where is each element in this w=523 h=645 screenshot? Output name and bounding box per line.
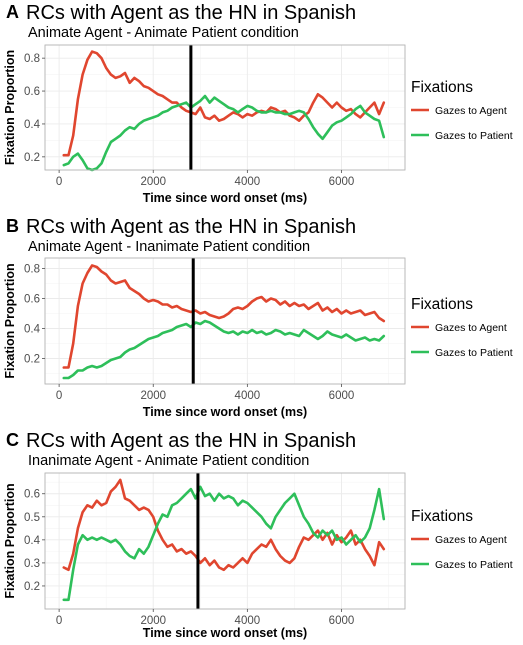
plot-background: [45, 258, 405, 384]
series-line-gazes-to-agent: [62, 50, 386, 157]
x-tick-label: 0: [56, 390, 62, 402]
legend: Fixations Gazes to Agent Gazes to Patient: [411, 508, 513, 571]
legend-title: Fixations: [411, 296, 473, 313]
series-line-gazes-to-agent: [62, 264, 386, 369]
y-tick-label: 0.2: [24, 354, 40, 366]
panel-letter: C: [6, 430, 19, 450]
plot-frame: [44, 44, 406, 171]
y-axis-label: Fixation Proportion: [3, 50, 17, 165]
x-tick-label: 6000: [329, 615, 355, 627]
panel-subtitle: Inanimate Agent - Animate Patient condit…: [28, 453, 309, 469]
legend-label-gazes-to-patient: Gazes to Patient: [435, 559, 513, 571]
legend-label-gazes-to-agent: Gazes to Agent: [435, 105, 507, 117]
panel-subtitle: Animate Agent - Animate Patient conditio…: [28, 25, 299, 41]
y-axis-label: Fixation Proportion: [3, 263, 17, 378]
legend: Fixations Gazes to Agent Gazes to Patient: [411, 296, 513, 359]
y-tick-label: 0.4: [24, 535, 41, 547]
grid: [45, 258, 405, 384]
series-line-gazes-to-patient: [62, 319, 386, 380]
x-tick-label: 2000: [140, 176, 166, 188]
legend-label-gazes-to-agent: Gazes to Agent: [435, 322, 507, 334]
y-tick-label: 0.6: [24, 489, 40, 501]
panel-c: C RCs with Agent as the HN in SpanishInan…: [3, 430, 513, 640]
series-line-gazes-to-patient: [62, 485, 386, 602]
series-line-gazes-to-agent: [62, 478, 386, 572]
panel-b: B RCs with Agent as the HN in SpanishAnim…: [3, 216, 513, 419]
x-tick-label: 4000: [235, 390, 261, 402]
legend-title: Fixations: [411, 508, 473, 525]
x-tick-label: 0: [56, 615, 62, 627]
y-tick-label: 0.5: [24, 512, 40, 524]
x-tick-label: 6000: [329, 390, 355, 402]
legend-label-gazes-to-patient: Gazes to Patient: [435, 347, 513, 359]
plot-frame: [44, 257, 406, 385]
series-line-gazes-to-patient: [62, 94, 386, 172]
y-tick-label: 0.2: [24, 581, 40, 593]
panel-title: RCs with Agent as the HN in Spanish: [26, 216, 356, 238]
legend: Fixations Gazes to Agent Gazes to Patient: [411, 79, 513, 142]
legend-title: Fixations: [411, 79, 473, 96]
y-tick-label: 0.8: [24, 53, 40, 65]
y-axis-label: Fixation Proportion: [3, 483, 17, 598]
panel-letter: B: [6, 216, 19, 236]
y-tick-label: 0.2: [24, 152, 40, 164]
x-axis-label: Time since word onset (ms): [143, 405, 307, 419]
panel-subtitle: Animate Agent - Inanimate Patient condit…: [28, 239, 310, 255]
panel-title: RCs with Agent as the HN in Spanish: [26, 2, 356, 24]
x-axis-label: Time since word onset (ms): [143, 191, 307, 205]
y-tick-label: 0.4: [24, 324, 41, 336]
y-tick-label: 0.8: [24, 264, 40, 276]
x-tick-label: 6000: [329, 176, 355, 188]
x-tick-label: 4000: [235, 176, 261, 188]
y-tick-label: 0.6: [24, 294, 40, 306]
x-tick-label: 2000: [140, 390, 166, 402]
legend-label-gazes-to-agent: Gazes to Agent: [435, 534, 507, 546]
y-tick-label: 0.3: [24, 558, 40, 570]
grid: [45, 473, 405, 609]
panel-title: RCs with Agent as the HN in Spanish: [26, 430, 356, 452]
y-tick-label: 0.4: [24, 119, 41, 131]
legend-label-gazes-to-patient: Gazes to Patient: [435, 130, 513, 142]
plot-frame: [44, 472, 406, 610]
x-tick-label: 2000: [140, 615, 166, 627]
x-axis-label: Time since word onset (ms): [143, 626, 307, 640]
panel-letter: A: [6, 2, 19, 22]
x-tick-label: 0: [56, 176, 62, 188]
x-tick-label: 4000: [235, 615, 261, 627]
panel-a: A RCs with Agent as the HN in SpanishAnim…: [3, 2, 513, 205]
y-tick-label: 0.6: [24, 86, 40, 98]
